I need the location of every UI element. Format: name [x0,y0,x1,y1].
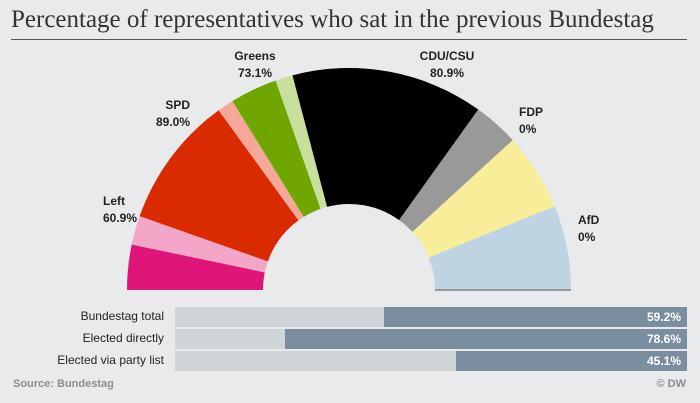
party-name: Left [103,194,125,208]
party-label-spd: SPD 89.0% [148,97,190,131]
bar-value: 59.2% [646,310,681,324]
party-value: 60.9% [103,211,138,225]
party-value: 80.9% [429,66,465,80]
source-note: Source: Bundestag [13,378,114,390]
bar-row-bundestag-total: Bundestag total 59.2% [0,307,700,327]
bar-fill [383,307,687,327]
party-name: AfD [578,213,600,227]
party-name: Greens [234,49,276,63]
segment-spd-returning [139,110,299,262]
bar-label: Elected via party list [57,353,164,367]
segment-fdp-new [412,140,555,258]
party-label-afd: AfD 0% [578,212,599,246]
segment-afd-new [428,206,571,290]
party-label-left: Left 60.9% [103,193,137,227]
party-label-cdu-csu: CDU/CSU 80.9% [414,48,480,82]
bar-value: 78.6% [646,332,681,346]
chart-title: Percentage of representatives who sat in… [11,6,654,33]
party-value: 89.0% [155,115,190,129]
party-value: 73.1% [237,66,273,80]
bar-label: Elected directly [82,331,164,345]
bar-track: 45.1% [175,351,687,371]
bar-label: Bundestag total [80,309,164,323]
party-value: 0% [519,122,537,136]
segment-left-returning [127,244,265,290]
segment-cdu-csu-returning [292,68,479,221]
party-label-fdp: FDP 0% [519,104,543,138]
bar-track: 78.6% [175,329,687,349]
segment-cdu-csu-new [399,109,513,232]
party-label-greens: Greens 73.1% [228,48,282,82]
bar-fill [456,351,687,371]
party-name: CDU/CSU [419,49,475,63]
party-name: SPD [165,98,190,112]
bar-fill [284,329,687,349]
bar-row-elected-via-party-list: Elected via party list 45.1% [0,351,700,371]
segment-greens-new [275,75,328,209]
bar-value: 45.1% [646,354,681,368]
segment-spd-new [218,101,304,221]
segment-greens-returning [232,80,321,217]
title-divider [11,39,687,40]
parliament-semicircle-chart [127,68,571,291]
bar-row-elected-directly: Elected directly 78.6% [0,329,700,349]
dw-copyright: © DW [656,378,687,390]
party-value: 0% [578,230,596,244]
bar-track: 59.2% [175,307,687,327]
party-name: FDP [519,105,543,119]
segment-left-new [131,216,268,273]
